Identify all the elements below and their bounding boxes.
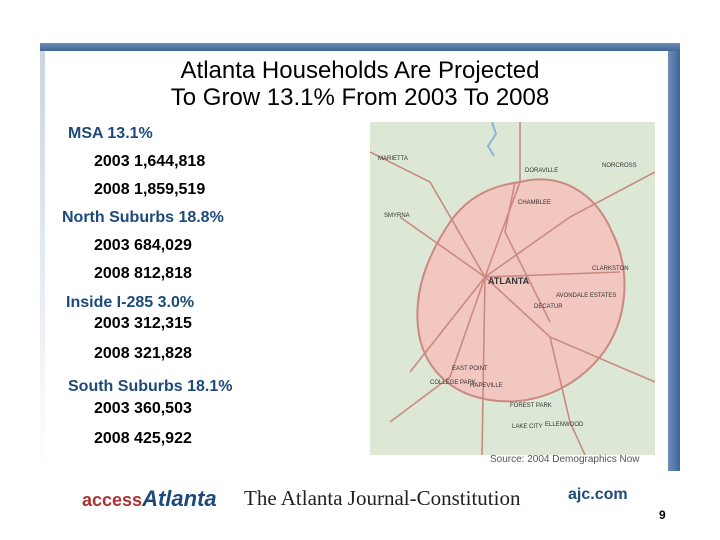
- msa-2003: 2003 1,644,818: [94, 153, 206, 170]
- label-eastpoint: EAST POINT: [452, 366, 488, 372]
- label-forestpark: FOREST PARK: [510, 403, 552, 409]
- label-marietta: MARIETTA: [378, 156, 408, 162]
- north-2008: 2008 812,818: [94, 265, 192, 282]
- south-heading: South Suburbs 18.1%: [68, 378, 233, 395]
- msa-2008: 2008 1,859,519: [94, 181, 206, 198]
- inside-2003: 2003 312,315: [94, 315, 192, 332]
- label-smyrna: SMYRNA: [384, 213, 410, 219]
- label-chamblee: CHAMBLEE: [518, 200, 551, 206]
- ajc-logo[interactable]: The Atlanta Journal-Constitution: [244, 486, 521, 510]
- south-2008: 2008 425,922: [94, 430, 192, 447]
- inside-heading: Inside I-285 3.0%: [66, 294, 195, 311]
- south-2003: 2003 360,503: [94, 400, 192, 417]
- label-atlanta: ATLANTA: [488, 276, 530, 286]
- label-decatur: DECATUR: [534, 304, 563, 310]
- inside-2008: 2008 321,828: [94, 345, 192, 362]
- msa-heading: MSA 13.1%: [68, 125, 153, 142]
- label-clarkston: CLARKSTON: [592, 266, 629, 272]
- label-doraville: DORAVILLE: [525, 168, 558, 174]
- title-line-1: Atlanta Households Are Projected: [180, 57, 540, 84]
- map-labels: MARIETTA DORAVILLE NORCROSS CHAMBLEE SMY…: [378, 156, 637, 430]
- metro-region: [416, 178, 626, 403]
- page-number: 9: [659, 508, 666, 522]
- label-norcross: NORCROSS: [602, 163, 637, 169]
- north-2003: 2003 684,029: [94, 237, 192, 254]
- road-network: [370, 122, 655, 455]
- top-accent-bar: [40, 43, 680, 51]
- north-heading: North Suburbs 18.8%: [62, 209, 224, 226]
- label-lakecity: LAKE CITY: [512, 424, 543, 430]
- label-hapeville: HAPEVILLE: [470, 383, 503, 389]
- label-avondale: AVONDALE ESTATES: [556, 293, 616, 299]
- ajc-url-link[interactable]: ajc.com: [568, 486, 628, 503]
- atlanta-map: MARIETTA DORAVILLE NORCROSS CHAMBLEE SMY…: [370, 122, 655, 455]
- slide-title: Atlanta Households Are Projected To Grow…: [100, 57, 620, 111]
- river: [486, 122, 498, 157]
- label-collegepark: COLLEGE PARK: [430, 380, 476, 386]
- access-logo-prefix: access: [82, 490, 143, 510]
- right-accent-bar: [668, 51, 680, 471]
- source-note: Source: 2004 Demographics Now: [490, 454, 640, 465]
- access-logo-atlanta: Atlanta: [142, 486, 217, 511]
- title-line-2: To Grow 13.1% From 2003 To 2008: [170, 84, 550, 111]
- access-atlanta-logo[interactable]: accessAtlanta: [82, 486, 217, 512]
- left-accent-panel: [40, 51, 45, 471]
- label-ellenwood: ELLENWOOD: [545, 422, 584, 428]
